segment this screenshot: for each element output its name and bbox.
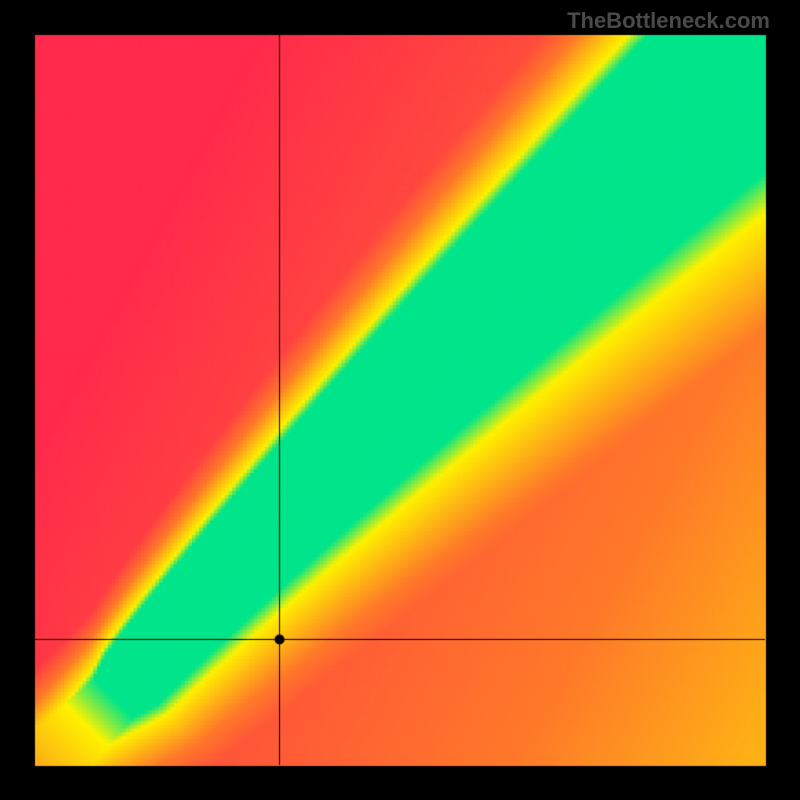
watermark-text: TheBottleneck.com [567,8,770,34]
chart-container: TheBottleneck.com [0,0,800,800]
heatmap-canvas [0,0,800,800]
